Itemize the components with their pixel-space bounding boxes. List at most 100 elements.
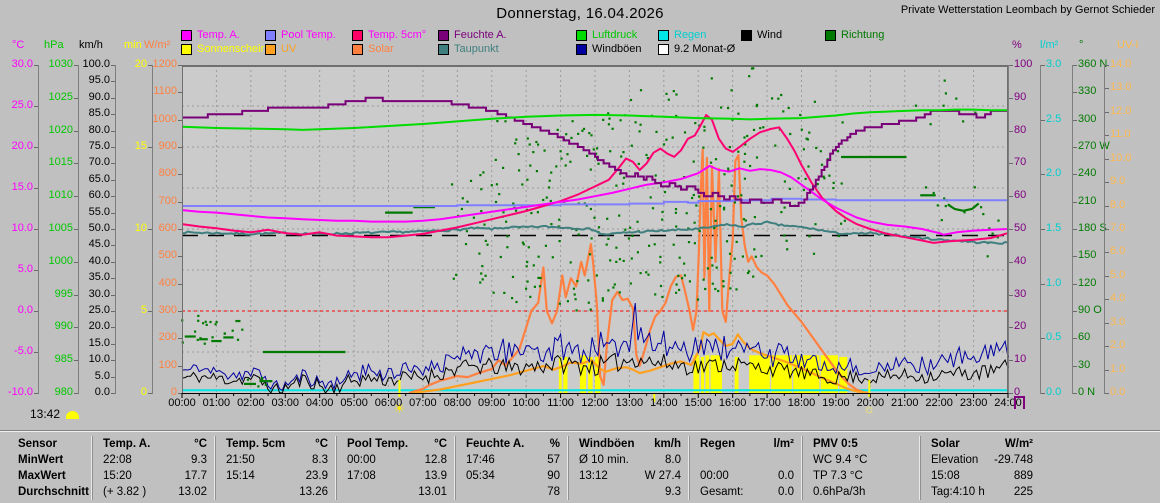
axis-tick-direction [1073, 229, 1077, 230]
stats-table: Sensor MinWert MaxWert Durchschnitt Temp. A.… [8, 436, 1041, 500]
axis-tick-wind [111, 65, 115, 66]
axis-tick-uv [1105, 182, 1109, 184]
axis-tick-rain [1041, 174, 1045, 176]
axis-tick-direction [1073, 65, 1077, 66]
axis-tick-direction [1073, 256, 1077, 258]
axis-tick-label-sun: 5 [140, 304, 147, 316]
axis-tick-label-solar: 800 [158, 167, 177, 180]
page-title: Donnerstag, 16.04.2026 [496, 5, 664, 22]
axis-tick-label-wind: 100.0 [82, 58, 110, 70]
stats-cell: Ø 10 min. 8.0 [579, 454, 681, 466]
stats-cell: 13.01 [418, 486, 447, 498]
axis-unit-sun: min [124, 39, 142, 51]
axis-tick-label-solar: 200 [158, 331, 177, 344]
axis-tick-label-rain: 0.5 [1046, 331, 1062, 344]
stats-col-regen: Regen l/m² 00:00 0.0 Gesamt: 0.0 [689, 436, 802, 500]
axis-unit-solar: W/m² [144, 39, 171, 51]
stats-col-pmv-0-5: PMV 0:5 WC 9.4 °C TP 7.3 °C 0.6hPa/3h [802, 436, 920, 500]
axis-tick-wind [111, 327, 115, 329]
axis-tick-label-uv: 4.0 [1110, 292, 1126, 305]
axis-tick-label-wind: 95.0 [88, 74, 110, 87]
axis-tick-label-wind: 15.0 [88, 336, 110, 349]
axis-tick-rain [1041, 393, 1045, 394]
axis-tick-direction [1073, 311, 1077, 312]
axis-tick-label-solar: 1100 [153, 85, 177, 98]
axis-tick-uv [1105, 229, 1109, 230]
x-axis-label: 01:00 [202, 397, 231, 409]
axis-tick-label-pressure: 1020 [48, 123, 73, 136]
axis-tick-direction [1073, 174, 1077, 176]
station-credit: Private Wetterstation Leombach by Gernot… [900, 4, 1155, 16]
stats-cell: (+ 3.82 ) 13.02 [103, 486, 207, 498]
axis-tick-label-rain: 1.0 [1046, 276, 1062, 289]
axis-tick-label-direction: 270 W [1078, 140, 1110, 152]
axes-layer: °C 30.0 25.0 20.0 15.0 10.0 5.0 0.0 -5.0 -10.0 hPa… [8, 39, 1139, 398]
legend-color-swatch [265, 44, 276, 55]
stats-header-cell: Solar W/m² [931, 438, 1033, 450]
axis-tick-label-direction: 300 [1078, 112, 1097, 125]
axis-unit-uv: UV-I [1117, 39, 1139, 51]
axis-tick-rain [1041, 65, 1045, 66]
axis-tick-label-wind: 25.0 [88, 304, 110, 316]
legend-label: Temp. 5cm° [368, 29, 427, 41]
legend-color-swatch [438, 30, 449, 41]
x-axis-label: 15:00 [684, 397, 713, 409]
axis-tick-label-uv: 12.0 [1110, 104, 1132, 117]
stats-header-cell: Pool Temp. °C [347, 438, 447, 450]
plot-area[interactable] [181, 65, 1009, 410]
sunshine-bar [579, 355, 587, 393]
axis-tick-uv [1105, 299, 1109, 301]
axis-tick-wind [111, 97, 115, 99]
axis-tick-label-wind: 50.0 [88, 222, 110, 234]
axis-tick-direction [1073, 365, 1077, 367]
x-axis-label: 09:00 [477, 397, 506, 409]
stats-col-pool-temp-: Pool Temp. °C 00:00 12.8 17:08 13.9 13.01 [336, 436, 455, 500]
stats-cell: 15:14 23.9 [226, 470, 328, 482]
axis-unit-pressure: hPa [44, 39, 64, 51]
axis-tick-label-sun: 15 [134, 140, 147, 152]
sunshine-bar [749, 355, 770, 393]
axis-tick-solar [178, 147, 182, 148]
stats-cell: Durchschnitt [18, 486, 89, 498]
stats-cell: 13.26 [299, 486, 328, 498]
legend-label: Feuchte A. [454, 29, 507, 41]
axis-tick-label-direction: 90 O [1078, 304, 1102, 316]
legend-label: Luftdruck [592, 29, 638, 41]
axis-tick-temp [34, 270, 38, 271]
axis-tick-solar [178, 311, 182, 312]
axis-tick-pressure [74, 163, 78, 165]
axis-tick-solar [178, 338, 182, 340]
x-axis-label: 19:00 [822, 397, 850, 409]
axis-tick-label-rain: 3.0 [1046, 58, 1062, 70]
axis-tick-wind [111, 212, 115, 214]
axis-tick-pressure [74, 97, 78, 99]
axis-tick-label-pressure: 1025 [48, 90, 73, 103]
axis-tick-humidity [1009, 97, 1013, 99]
axis-tick-wind [111, 261, 115, 263]
axis-tick-label-wind: 0.0 [94, 386, 110, 398]
axis-unit-rain: l/m² [1040, 39, 1059, 51]
axis-tick-label-solar: 0 [170, 386, 177, 398]
axis-tick-label-pressure: 995 [54, 287, 73, 300]
axis-tick-pressure [74, 130, 78, 132]
axis-tick-solar [178, 229, 182, 230]
axis-tick-label-solar: 1000 [152, 112, 177, 125]
stats-cell: 78 [547, 486, 560, 498]
axis-tick-label-pressure: 1010 [48, 189, 73, 202]
legend-label: Taupunkt [454, 43, 499, 55]
axis-tick-label-uv: 13.0 [1110, 81, 1132, 94]
axis-tick-label-pressure: 1015 [48, 156, 73, 169]
axis-tick-label-direction: 0 N [1078, 386, 1096, 398]
axis-tick-label-wind: 35.0 [88, 271, 110, 284]
axis-tick-label-wind: 30.0 [88, 287, 110, 300]
series-feuchte [182, 96, 1008, 207]
axis-tick-label-wind: 85.0 [88, 107, 110, 120]
sunset-sun-icon: ☼ [863, 401, 876, 416]
x-axis-label: 07:00 [409, 397, 437, 409]
x-axis-label: 14:00 [650, 397, 678, 409]
axis-tick-wind [111, 343, 115, 345]
axis-tick-wind [111, 393, 115, 394]
x-axis-label: 16:00 [718, 397, 747, 409]
axis-tick-label-wind: 60.0 [88, 189, 110, 202]
